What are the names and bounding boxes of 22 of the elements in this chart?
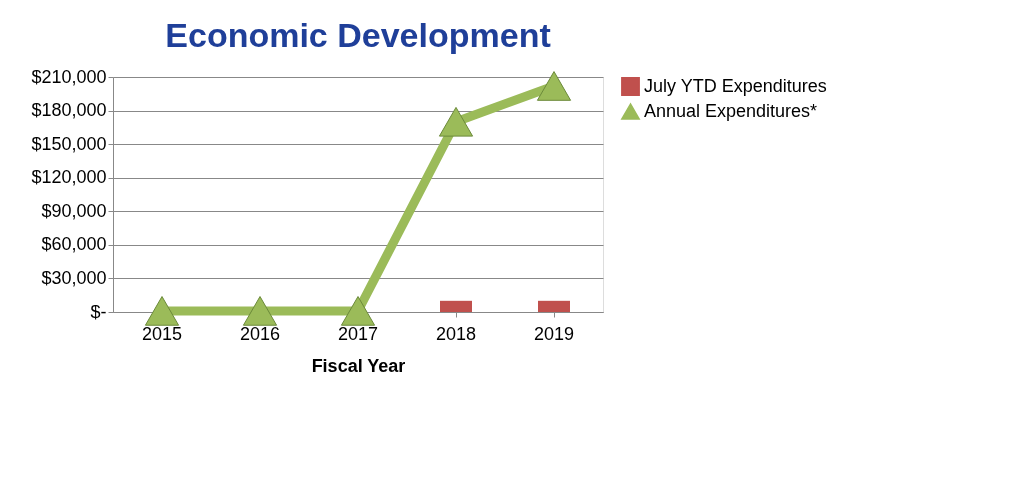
point	[242, 296, 278, 326]
chart-title: Economic Development	[165, 16, 551, 54]
x-tick-label: 2017	[337, 323, 379, 344]
y-tick-label: $60,000	[41, 234, 107, 255]
y-tick-label: $30,000	[41, 267, 107, 288]
point	[144, 296, 180, 326]
y-tick-label: $90,000	[41, 200, 107, 221]
point	[340, 296, 376, 326]
x-tick-label: 2019	[533, 323, 575, 344]
legend-label: Annual Expenditures*	[644, 100, 818, 121]
y-tick-label: $210,000	[31, 66, 107, 87]
x-axis-title: Fiscal Year	[311, 355, 406, 376]
point	[438, 106, 474, 137]
y-tick-label: $180,000	[31, 100, 107, 121]
x-tick-label: 2015	[141, 323, 183, 344]
point	[536, 71, 572, 101]
y-tick-label: $120,000	[31, 167, 107, 188]
legend-label: July YTD Expenditures	[644, 75, 827, 96]
x-tick-label: 2018	[435, 323, 477, 344]
y-tick-label: $150,000	[31, 133, 107, 154]
y-tick-label: $-	[90, 301, 107, 322]
x-tick-label: 2016	[239, 323, 281, 344]
